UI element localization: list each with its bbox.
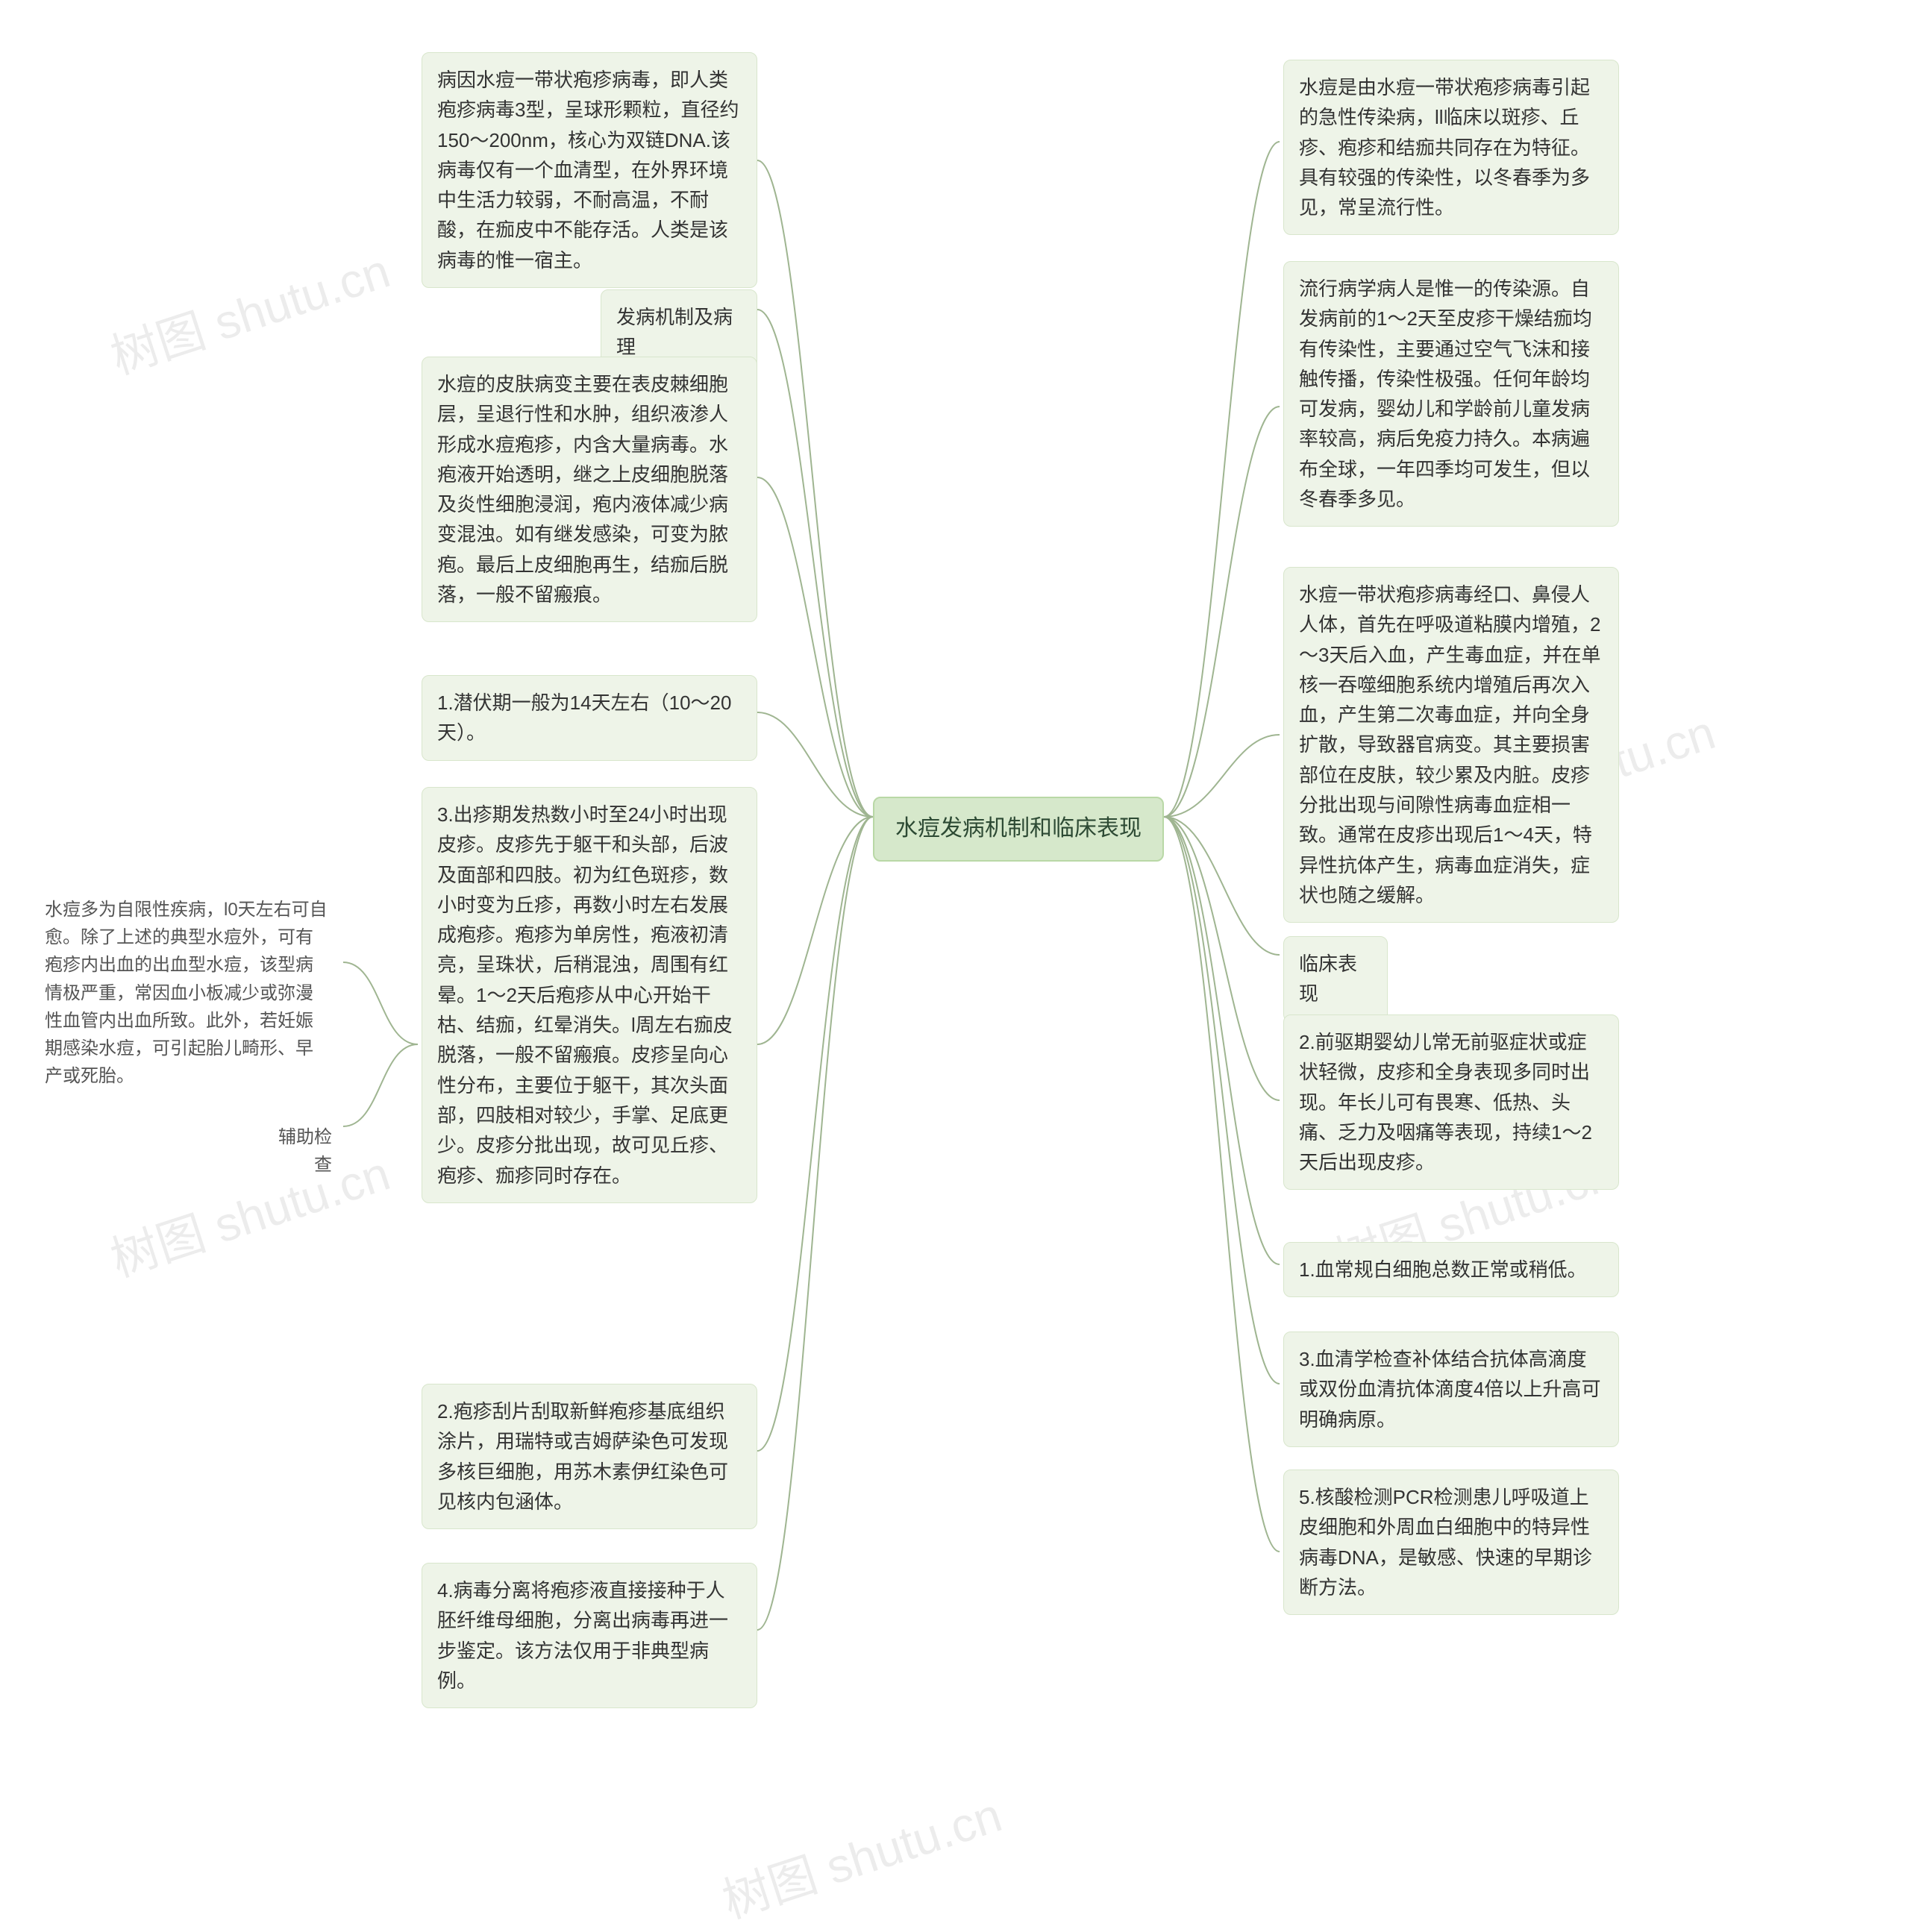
farleft-node-1: 水痘多为自限性疾病，l0天左右可自愈。除了上述的典型水痘外，可有疱疹内出血的出血…	[30, 884, 343, 1102]
farleft-node-2: 辅助检查	[250, 1111, 347, 1191]
left-node-3: 水痘的皮肤病变主要在表皮棘细胞层，呈退行性和水肿，组织液渗人形成水痘疱疹，内含大…	[422, 357, 757, 622]
right-node-1: 水痘是由水痘一带状疱疹病毒引起的急性传染病，ll临床以斑疹、丘疹、疱疹和结痂共同…	[1283, 60, 1619, 235]
right-node-6: 1.血常规白细胞总数正常或稍低。	[1283, 1242, 1619, 1297]
watermark: 树图 shutu.cn	[101, 1135, 397, 1290]
left-node-5: 3.出疹期发热数小时至24小时出现皮疹。皮疹先于躯干和头部，后波及面部和四肢。初…	[422, 787, 757, 1203]
right-node-3: 水痘一带状疱疹病毒经口、鼻侵人人体，首先在呼吸道粘膜内增殖，2～3天后入血，产生…	[1283, 567, 1619, 923]
right-node-7: 3.血清学检查补体结合抗体高滴度或双份血清抗体滴度4倍以上升高可明确病原。	[1283, 1332, 1619, 1447]
left-node-1: 病因水痘一带状疱疹病毒，即人类疱疹病毒3型，呈球形颗粒，直径约150～200nm…	[422, 52, 757, 288]
watermark: 树图 shutu.cn	[713, 1777, 1009, 1931]
left-node-6: 2.疱疹刮片刮取新鲜疱疹基底组织涂片，用瑞特或吉姆萨染色可发现多核巨细胞，用苏木…	[422, 1384, 757, 1529]
left-node-4: 1.潜伏期一般为14天左右（10～20天）。	[422, 675, 757, 761]
left-node-7: 4.病毒分离将疱疹液直接接种于人胚纤维母细胞，分离出病毒再进一步鉴定。该方法仅用…	[422, 1563, 757, 1708]
right-node-4: 临床表现	[1283, 936, 1388, 1022]
right-node-8: 5.核酸检测PCR检测患儿呼吸道上皮细胞和外周血白细胞中的特异性病毒DNA，是敏…	[1283, 1470, 1619, 1615]
watermark: 树图 shutu.cn	[101, 233, 397, 387]
root-node: 水痘发病机制和临床表现	[873, 797, 1164, 862]
right-node-2: 流行病学病人是惟一的传染源。自发病前的1～2天至皮疹干燥结痂均有传染性，主要通过…	[1283, 261, 1619, 527]
right-node-5: 2.前驱期婴幼儿常无前驱症状或症状轻微，皮疹和全身表现多同时出现。年长儿可有畏寒…	[1283, 1014, 1619, 1190]
